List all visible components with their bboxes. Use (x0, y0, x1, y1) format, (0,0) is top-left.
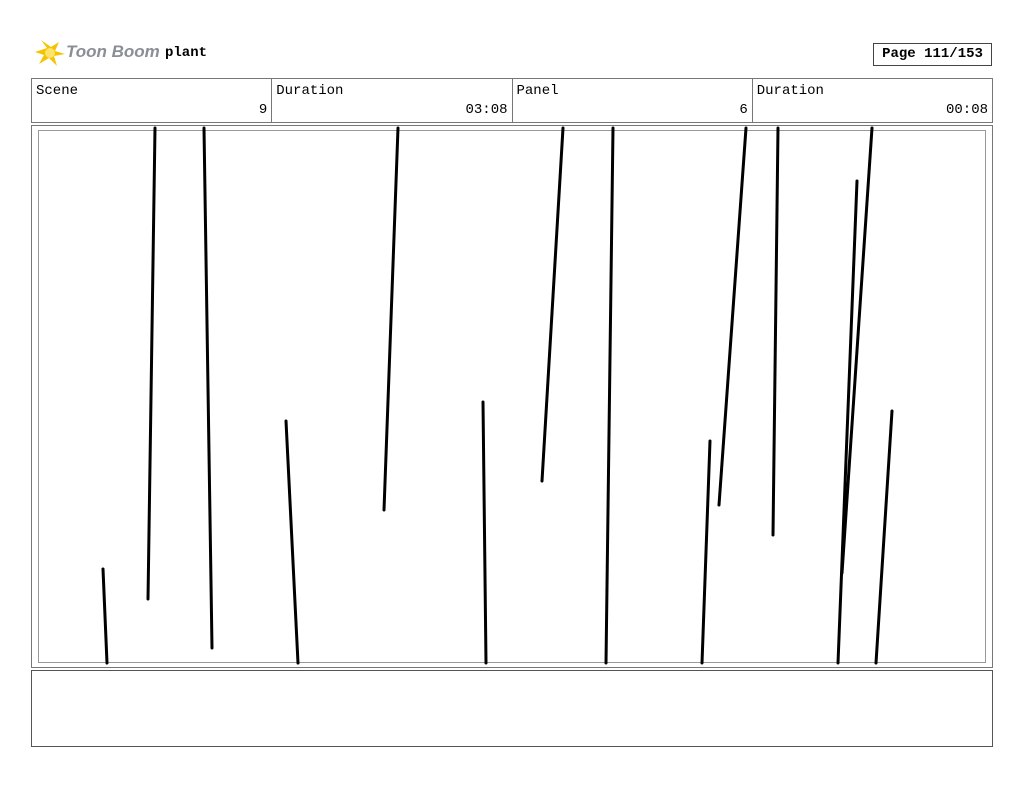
info-value: 6 (739, 102, 748, 118)
info-cell: Panel 6 (513, 79, 753, 122)
panel-frame (31, 125, 993, 668)
info-cell: Duration 00:08 (753, 79, 992, 122)
notes-box (31, 670, 993, 747)
logo-icon (35, 40, 65, 66)
info-label: Duration (756, 83, 824, 99)
logo-text: Toon Boom (66, 42, 160, 61)
info-label: Duration (276, 83, 344, 99)
info-value: 00:08 (945, 102, 988, 118)
info-row: Scene 9 Duration 03:08 Panel 6 Duration 00:0… (31, 78, 993, 123)
info-label: Scene (36, 83, 79, 99)
info-value: 9 (258, 102, 268, 118)
info-value: 03:08 (465, 102, 508, 118)
info-cell: Scene 9 (32, 79, 273, 122)
project-title: plant (165, 45, 208, 61)
page-number: Page 111/153 (873, 43, 992, 66)
info-label: Panel (516, 83, 559, 99)
info-cell: Duration 03:08 (272, 79, 513, 122)
